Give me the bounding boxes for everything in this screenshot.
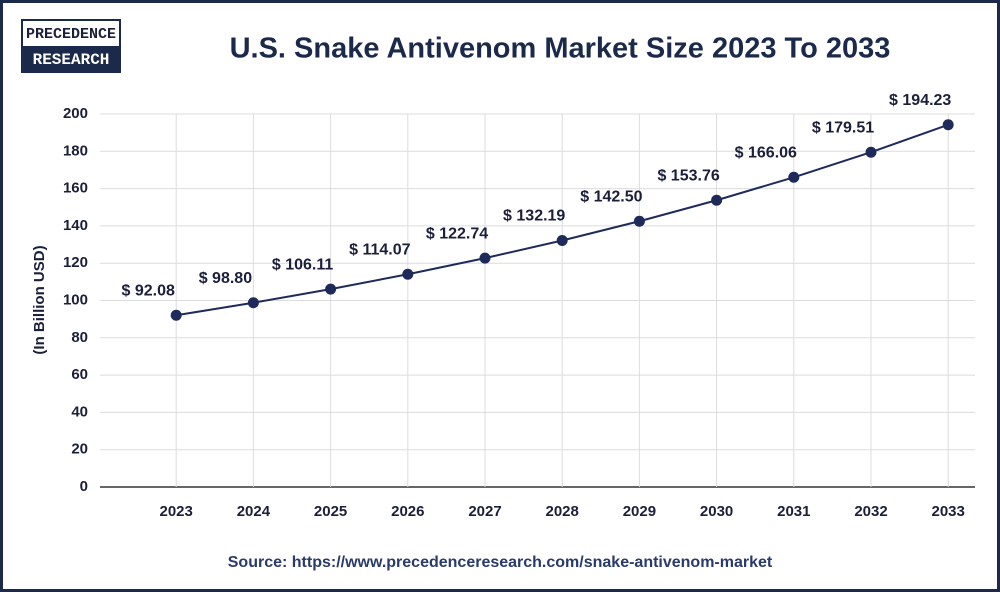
value-label: $ 153.76 — [657, 167, 719, 184]
point — [325, 283, 337, 295]
y-tick-label: 0 — [80, 478, 88, 495]
logo-bottom: RESEARCH — [33, 51, 110, 69]
y-tick-label: 40 — [71, 403, 88, 420]
point — [556, 234, 568, 246]
value-label: $ 122.74 — [426, 225, 488, 242]
chart-title: U.S. Snake Antivenom Market Size 2023 To… — [230, 33, 891, 65]
value-label: $ 179.51 — [812, 119, 874, 136]
x-tick-label: 2031 — [777, 503, 810, 520]
value-label: $ 194.23 — [889, 92, 951, 109]
y-tick-label: 160 — [63, 180, 88, 197]
x-tick-label: 2032 — [854, 503, 887, 520]
value-label: $ 142.50 — [580, 188, 642, 205]
value-label: $ 98.80 — [199, 270, 252, 287]
y-tick-label: 20 — [71, 441, 88, 458]
y-tick-label: 80 — [71, 329, 88, 346]
x-tick-label: 2023 — [160, 503, 193, 520]
y-tick-label: 140 — [63, 217, 88, 234]
x-tick-label: 2024 — [237, 503, 271, 520]
point — [711, 194, 723, 206]
value-label: $ 114.07 — [349, 241, 411, 258]
logo-top: PRECEDENCE — [26, 26, 116, 43]
x-tick-label: 2027 — [468, 503, 501, 520]
y-axis-label: (In Billion USD) — [31, 245, 48, 354]
value-label: $ 106.11 — [272, 256, 334, 273]
point — [633, 215, 645, 227]
point — [402, 268, 414, 280]
point — [788, 171, 800, 183]
y-tick-label: 100 — [63, 291, 88, 308]
y-tick-label: 60 — [71, 366, 88, 383]
source: Source: https://www.precedenceresearch.c… — [228, 554, 773, 571]
x-tick-label: 2029 — [623, 503, 656, 520]
x-tick-label: 2028 — [546, 503, 579, 520]
y-tick-label: 180 — [63, 142, 88, 159]
y-tick-label: 200 — [63, 105, 88, 122]
point — [247, 297, 259, 309]
logo-band — [22, 46, 120, 72]
point — [865, 146, 877, 158]
point — [942, 119, 954, 131]
point — [170, 309, 182, 321]
x-tick-label: 2025 — [314, 503, 347, 520]
value-label: $ 166.06 — [735, 145, 797, 162]
point — [479, 252, 491, 264]
value-label: $ 92.08 — [122, 282, 175, 299]
x-tick-label: 2033 — [932, 503, 965, 520]
x-tick-label: 2030 — [700, 503, 733, 520]
x-tick-label: 2026 — [391, 503, 424, 520]
value-label: $ 132.19 — [503, 208, 565, 225]
y-tick-label: 120 — [63, 254, 88, 271]
